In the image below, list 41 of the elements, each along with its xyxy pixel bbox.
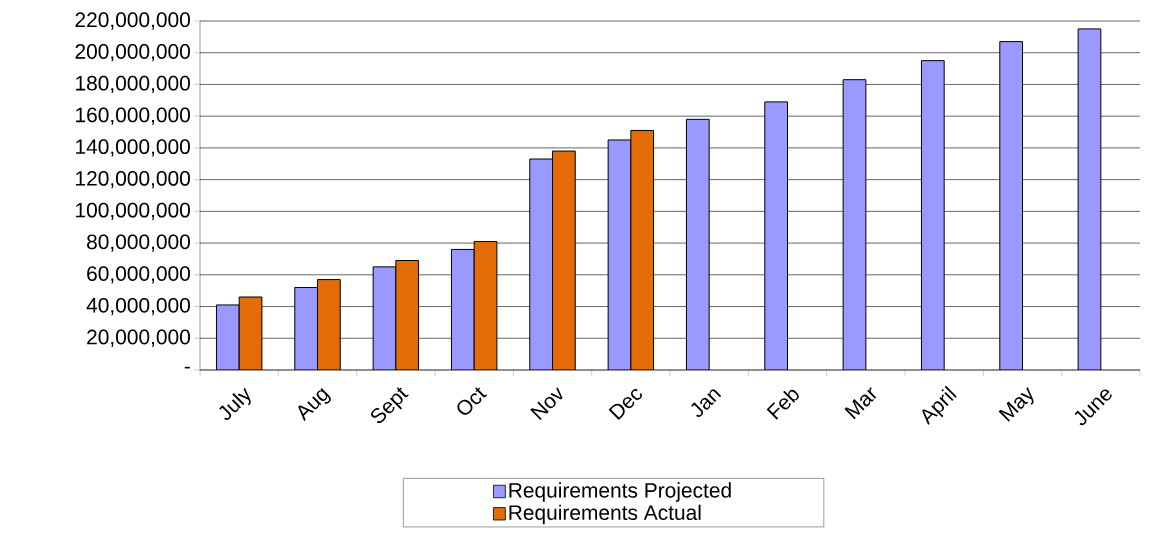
bar xyxy=(842,79,867,370)
y-tick-label: 200,000,000 xyxy=(75,44,190,62)
bar xyxy=(395,260,420,370)
bar xyxy=(552,150,576,370)
bar xyxy=(630,129,655,370)
x-tick-label: May xyxy=(998,387,1034,422)
bar xyxy=(529,158,554,370)
bar xyxy=(372,266,397,370)
x-tick-label: Dec xyxy=(608,388,642,420)
bar xyxy=(920,60,945,370)
y-tick-label: 60,000,000 xyxy=(87,266,190,284)
y-tick-label: 100,000,000 xyxy=(76,202,190,220)
x-tick-label: Oct xyxy=(457,387,488,415)
bar xyxy=(238,296,263,370)
legend-label: Requirements Projected xyxy=(509,482,731,502)
bar xyxy=(607,139,632,370)
x-tick-label: Aug xyxy=(298,388,331,422)
bar xyxy=(1077,28,1102,370)
x-tick-label: Feb xyxy=(766,389,799,420)
bar xyxy=(294,287,319,370)
x-tick-label: Jan xyxy=(691,389,722,417)
bar xyxy=(317,279,341,370)
y-tick-label: 180,000,000 xyxy=(76,75,190,94)
legend-label: Requirements Actual xyxy=(509,504,701,525)
x-tick-label: July xyxy=(219,387,251,420)
x-tick-label: Mar xyxy=(844,387,877,420)
y-tick-label: 140,000,000 xyxy=(76,139,190,157)
y-tick-label: 20,000,000 xyxy=(87,329,190,347)
bar xyxy=(450,248,475,370)
y-tick-label: 160,000,000 xyxy=(76,107,190,125)
bar xyxy=(685,118,710,370)
x-tick-label: Nov xyxy=(530,387,563,420)
y-tick-label: 120,000,000 xyxy=(76,170,190,189)
y-tick-label: - xyxy=(184,366,190,369)
y-tick-label: 40,000,000 xyxy=(86,297,190,316)
bar xyxy=(215,304,240,370)
bar xyxy=(764,101,789,370)
bar xyxy=(999,41,1024,370)
y-tick-label: 220,000,000 xyxy=(75,12,190,30)
bar xyxy=(473,240,498,370)
y-tick-label: 80,000,000 xyxy=(87,234,190,252)
